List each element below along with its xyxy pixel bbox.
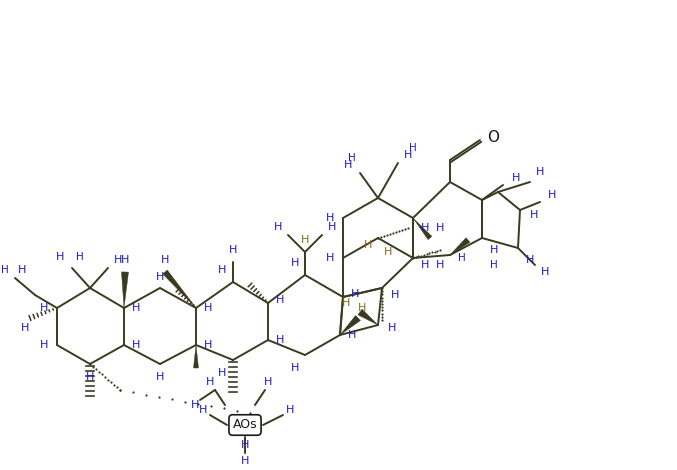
Polygon shape: [162, 270, 196, 308]
Text: H: H: [490, 245, 498, 255]
Text: H: H: [18, 265, 26, 275]
Text: H: H: [358, 303, 366, 313]
Text: H: H: [191, 400, 199, 410]
Text: H: H: [403, 150, 412, 160]
Text: O: O: [487, 130, 499, 144]
Text: H: H: [229, 245, 237, 255]
Polygon shape: [121, 272, 129, 308]
Text: AOs: AOs: [233, 418, 257, 431]
Text: H: H: [458, 253, 466, 263]
Text: H: H: [530, 210, 538, 220]
Text: H: H: [161, 255, 169, 265]
Polygon shape: [194, 345, 198, 368]
Text: H: H: [21, 323, 29, 333]
Text: H: H: [241, 456, 249, 466]
Text: H: H: [409, 143, 417, 153]
Text: H: H: [204, 303, 212, 313]
Text: H: H: [342, 298, 350, 308]
Text: H: H: [351, 289, 359, 299]
Text: H: H: [436, 260, 444, 270]
Text: H: H: [218, 368, 226, 378]
Text: H: H: [156, 272, 165, 282]
Text: H: H: [40, 303, 48, 313]
Text: H: H: [291, 258, 299, 268]
Text: H: H: [490, 260, 498, 270]
Text: H: H: [1, 265, 9, 275]
Polygon shape: [358, 309, 378, 325]
Text: H: H: [274, 222, 282, 232]
Text: H: H: [348, 330, 356, 340]
Text: H: H: [421, 260, 429, 270]
Polygon shape: [413, 218, 432, 240]
Text: H: H: [132, 340, 140, 350]
Text: H: H: [384, 247, 392, 257]
Text: H: H: [436, 223, 444, 233]
Text: H: H: [286, 405, 294, 415]
Text: H: H: [156, 372, 165, 382]
Text: H: H: [548, 190, 556, 200]
Text: H: H: [114, 255, 122, 265]
Text: H: H: [301, 235, 309, 245]
Text: H: H: [218, 265, 226, 275]
Text: H: H: [344, 160, 352, 170]
Polygon shape: [450, 238, 470, 255]
Text: H: H: [199, 405, 207, 415]
Text: H: H: [364, 240, 372, 250]
Text: H: H: [206, 377, 214, 387]
Text: H: H: [76, 252, 84, 262]
Text: H: H: [264, 377, 272, 387]
Text: H: H: [276, 335, 284, 345]
Text: H: H: [326, 253, 334, 263]
Text: H: H: [241, 440, 249, 450]
Text: H: H: [391, 290, 399, 300]
Text: H: H: [132, 303, 140, 313]
Text: H: H: [526, 255, 534, 265]
Polygon shape: [340, 315, 360, 335]
Text: H: H: [291, 363, 299, 373]
Text: H: H: [536, 167, 544, 177]
Text: H: H: [121, 255, 129, 265]
Text: H: H: [326, 213, 334, 223]
Text: H: H: [348, 153, 356, 163]
Text: H: H: [40, 340, 48, 350]
Text: H: H: [512, 173, 520, 183]
Text: H: H: [328, 222, 336, 232]
Text: H: H: [421, 223, 429, 233]
Text: H: H: [276, 295, 284, 305]
Text: H: H: [86, 372, 94, 382]
Text: H: H: [541, 267, 549, 277]
Text: H: H: [204, 340, 212, 350]
Text: H: H: [388, 323, 396, 333]
Text: H: H: [56, 252, 64, 262]
